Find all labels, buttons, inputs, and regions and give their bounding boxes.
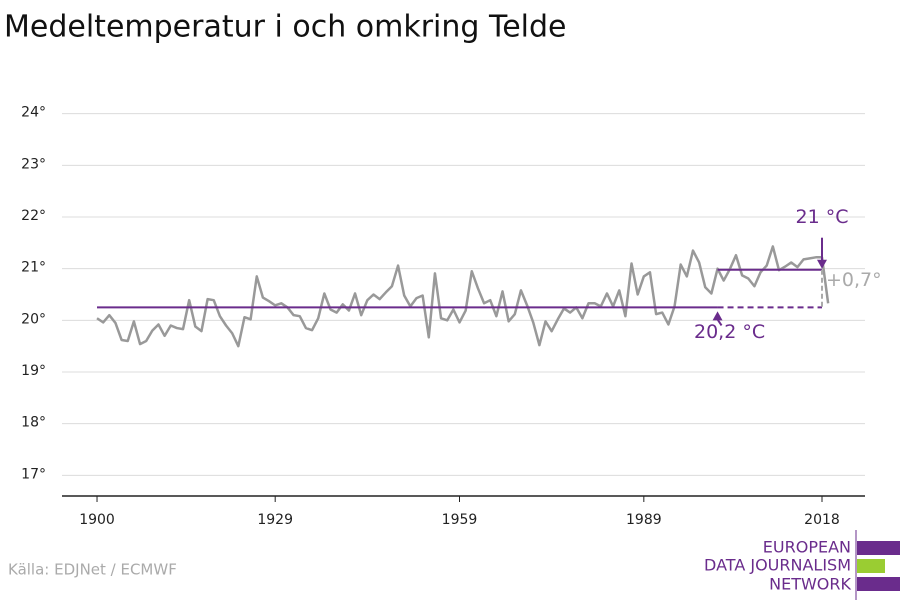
y-tick-label: 22° [21, 208, 46, 224]
logo-text: NETWORK [769, 575, 851, 594]
arrow-shaft [716, 318, 723, 326]
y-tick-label: 23° [21, 156, 46, 172]
logo-bar [857, 559, 885, 573]
logo-text: DATA JOURNALISM [704, 556, 851, 575]
recent-label: 21 °C [796, 206, 849, 228]
logo-bar [857, 577, 900, 591]
baseline-label: 20,2 °C [694, 321, 765, 343]
y-tick-label: 24° [21, 105, 46, 121]
difference-label: +0,7° [826, 269, 882, 291]
logo-text: EUROPEAN [763, 538, 851, 557]
y-tick-label: 17° [21, 466, 46, 482]
x-tick-label: 1959 [442, 512, 478, 528]
x-tick-label: 2018 [804, 512, 840, 528]
y-tick-label: 21° [21, 260, 46, 276]
chart-title: Medeltemperatur i och omkring Telde [4, 10, 567, 45]
x-tick-label: 1900 [79, 512, 115, 528]
logo-bar [857, 541, 900, 555]
arrow-head [816, 259, 827, 269]
y-tick-label: 20° [21, 311, 46, 327]
arrow-head [712, 311, 723, 321]
y-tick-label: 19° [21, 363, 46, 379]
data-line [96, 245, 830, 348]
source: Källa: EDJNet / ECMWF [8, 561, 177, 579]
y-tick-label: 18° [21, 415, 46, 431]
x-tick-label: 1989 [626, 512, 662, 528]
logo: EUROPEAN DATA JOURNALISM NETWORK [704, 530, 900, 600]
x-tick-label: 1929 [257, 512, 293, 528]
